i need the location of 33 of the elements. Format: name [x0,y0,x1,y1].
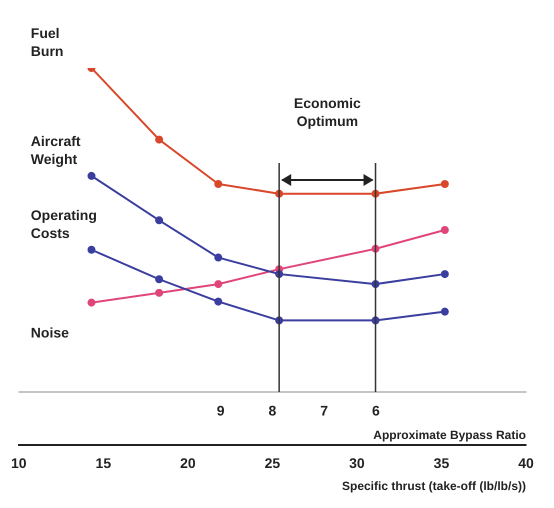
point [214,180,222,188]
point [440,226,449,234]
x-tick-label: 40 [518,455,534,472]
x-tick-label: 30 [349,455,365,472]
x-axis-title: Specific thrust (take-off (lb/lb/s)) [342,479,526,494]
series-label: Aircraft Weight [30,132,81,167]
series-label: Fuel Burn [30,25,64,59]
point [214,254,222,262]
point [440,270,449,278]
x2-tick-label: 8 [268,402,276,418]
x2-tick-label: 9 [216,402,225,418]
annotation: Economic Optimum [294,95,362,129]
point [155,275,164,284]
x-tick-label: 20 [180,455,196,472]
x2-tick-label: 7 [320,402,328,418]
x2-axis-title: Approximate Bypass Ratio [373,428,526,442]
x-tick-label: 35 [434,455,450,472]
x-tick-label: 10 [10,455,27,472]
point [155,216,164,224]
series-label: Operating Costs [30,206,97,241]
point [87,246,96,254]
point [87,172,96,180]
text: Noise [30,324,70,341]
x-tick-label: 15 [96,455,112,472]
point [440,308,449,316]
x2-tick-label: 6 [372,402,380,418]
point [155,136,164,144]
point [155,288,164,297]
x-tick-label: 25 [264,455,280,472]
point [214,298,222,306]
point [87,298,96,307]
point [214,280,222,288]
point [440,180,449,188]
